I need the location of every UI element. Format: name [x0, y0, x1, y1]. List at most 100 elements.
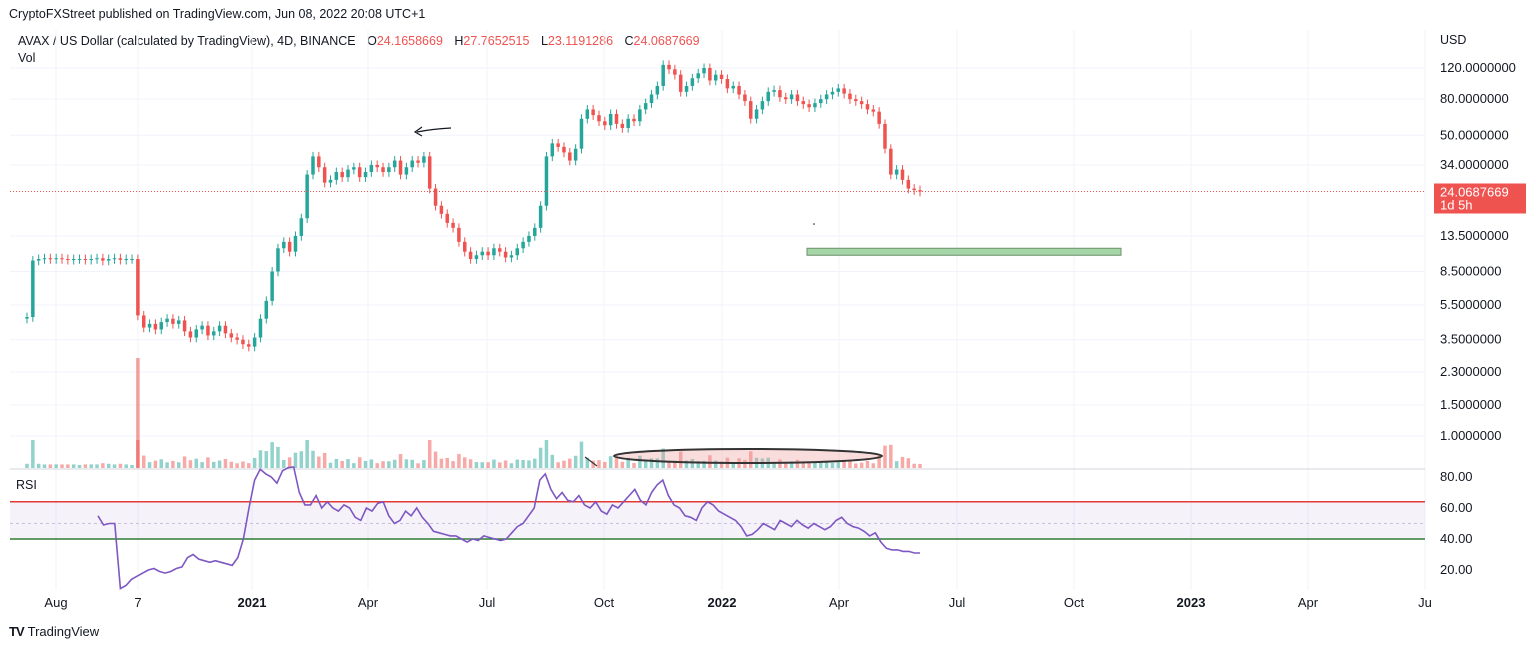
volume-bar [381, 461, 385, 468]
volume-bar [141, 455, 146, 468]
candle-body [562, 146, 566, 153]
candle-body [410, 160, 414, 168]
candle-body [334, 172, 339, 180]
candle-body [748, 101, 753, 119]
volume-bar [684, 460, 689, 468]
candle-body [416, 160, 420, 163]
time-tick-label: 2023 [1177, 595, 1206, 610]
close-value: 24.0687669 [633, 34, 700, 48]
time-tick-label: Apr [829, 595, 850, 610]
volume-bar [252, 457, 257, 468]
candle-body [95, 258, 99, 260]
volume-bar [556, 462, 560, 468]
candle-body [36, 259, 41, 261]
volume-bar [322, 452, 327, 468]
volume-bar [229, 461, 234, 468]
volume-bar [77, 465, 82, 468]
candle-body [614, 113, 619, 124]
candle-body [60, 258, 64, 260]
candle-body [42, 258, 47, 260]
rsi-legend[interactable]: RSI [16, 478, 37, 492]
volume-bar [597, 460, 601, 468]
candle-body [871, 109, 876, 112]
candle-body [282, 241, 286, 249]
time-tick-label: Aug [44, 595, 67, 610]
volume-bar [912, 463, 916, 468]
candle-body [363, 172, 368, 178]
volume-bar [398, 454, 403, 468]
volume-bar [54, 464, 58, 468]
volume-bar [83, 464, 88, 468]
price-tick-label: 1.0000000 [1440, 428, 1501, 443]
volume-bar [661, 448, 665, 468]
candle-body [684, 85, 689, 92]
volume-bar [427, 440, 432, 468]
volume-bar [48, 464, 53, 468]
price-axis[interactable]: 120.0000000 80.0000000 50.0000000 34.000000… [1440, 60, 1516, 443]
ellipse-pointer [584, 456, 598, 467]
volume-bar [486, 462, 490, 468]
candle-body [521, 241, 525, 249]
volume-bar [480, 462, 485, 468]
time-axis[interactable]: Aug 7 2021 Apr Jul Oct 2022 Apr Jul Oct 2023 Apr Ju [44, 595, 1431, 610]
volume-bar [36, 463, 41, 468]
volume-bar [748, 451, 753, 468]
candle-body [352, 167, 356, 170]
time-tick-label: Apr [1298, 595, 1319, 610]
currency-label[interactable]: USD [1440, 33, 1467, 47]
volume-bar [538, 447, 543, 468]
volume-bar [842, 460, 846, 468]
candle-body [655, 85, 660, 95]
candle-body [194, 329, 199, 338]
candle-body [533, 227, 537, 236]
price-tick-label: 50.0000000 [1440, 127, 1509, 142]
candle-body [643, 103, 648, 110]
volume-bar [544, 440, 549, 468]
candle-body [667, 64, 671, 70]
candle-body [632, 118, 636, 122]
candle-body [474, 255, 479, 260]
rsi-axis[interactable]: 80.00 60.00 40.00 20.00 [1440, 469, 1473, 577]
candle-body [608, 113, 613, 126]
volume-bar [562, 460, 566, 468]
candle-body [883, 123, 887, 149]
candle-body [177, 320, 181, 324]
candle-body [527, 235, 531, 242]
candle-body [486, 251, 490, 256]
volume-bar [334, 458, 339, 468]
volume-bar [293, 452, 298, 468]
volume-bar [830, 462, 835, 468]
candle-body [597, 115, 601, 122]
candle-body [492, 248, 496, 256]
volume-bar [305, 440, 309, 468]
candle-body [404, 167, 409, 175]
volume-bar [713, 460, 718, 468]
volume-bar [509, 463, 514, 468]
price-tick-label: 13.5000000 [1440, 228, 1509, 243]
volume-bar [673, 460, 677, 468]
price-tick-label: 34.0000000 [1440, 157, 1509, 172]
volume-bar [859, 462, 864, 468]
tradingview-logo-icon: TV [9, 624, 25, 639]
symbol-title[interactable]: AVAX / US Dollar (calculated by TradingV… [18, 34, 356, 48]
volume-bar [894, 461, 899, 468]
candle-body [264, 300, 269, 319]
candle-body [299, 218, 304, 236]
candle-body [784, 97, 788, 100]
candle-body [206, 325, 210, 336]
candle-body [340, 172, 344, 178]
price-tick-label: 1.5000000 [1440, 397, 1501, 412]
volume-bar [194, 458, 199, 468]
footer-brand[interactable]: TV TradingView [9, 624, 99, 639]
volume-bar [819, 461, 823, 468]
volume-bar [468, 459, 473, 468]
volume-bar [457, 454, 461, 468]
volume-bar [801, 462, 806, 468]
volume-bar [433, 451, 438, 468]
candle-body [171, 318, 175, 324]
candle-body [603, 121, 607, 126]
candle-body [270, 271, 274, 301]
volume-legend[interactable]: Vol [18, 51, 36, 65]
